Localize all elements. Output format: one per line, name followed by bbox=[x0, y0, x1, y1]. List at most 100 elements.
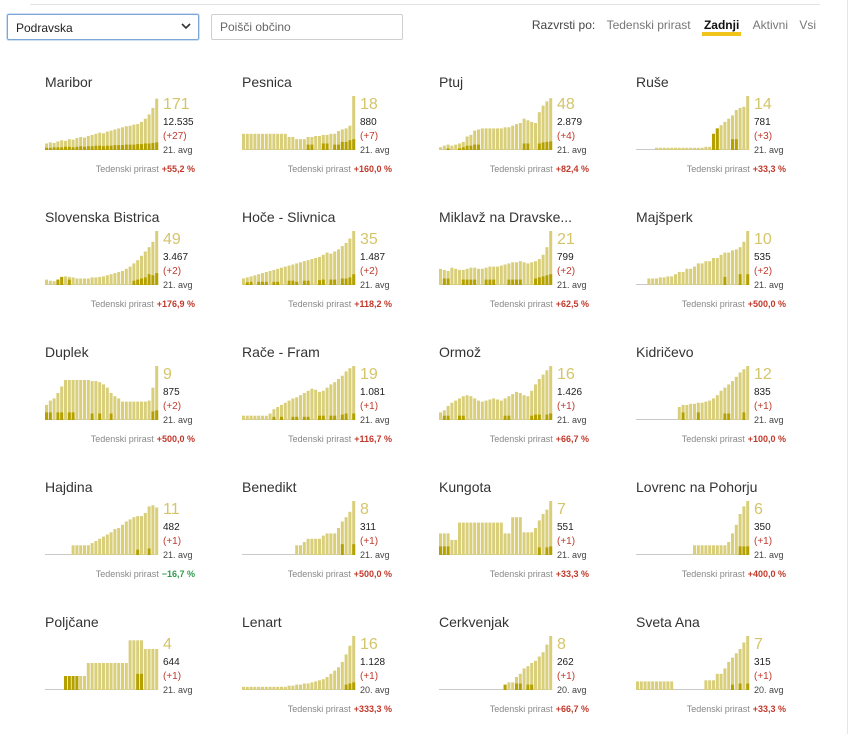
trend-bar-new bbox=[492, 279, 496, 285]
trend-bar bbox=[340, 246, 344, 285]
trend-bar bbox=[666, 147, 670, 150]
trend-bar bbox=[723, 121, 727, 150]
trend-bar bbox=[329, 533, 333, 555]
trend-bar bbox=[731, 657, 734, 690]
trend-bar-new bbox=[348, 683, 352, 690]
trend-bar bbox=[325, 387, 329, 420]
trend-bar bbox=[461, 522, 465, 555]
sort-label: Razvrsti po: bbox=[531, 18, 596, 32]
trend-bar bbox=[340, 661, 344, 690]
trend-bar bbox=[337, 249, 340, 285]
trend-bar bbox=[71, 545, 75, 555]
trend-bar-new bbox=[530, 415, 534, 420]
sort-option-all[interactable]: Vsi bbox=[799, 18, 816, 32]
region-select[interactable]: Podravska bbox=[7, 14, 199, 40]
trend-bar-new bbox=[321, 279, 325, 285]
trend-bar bbox=[662, 277, 666, 285]
trend-bar bbox=[746, 636, 750, 690]
trend-bar bbox=[461, 269, 465, 285]
trend-bar bbox=[143, 649, 147, 690]
trend-bar bbox=[90, 381, 94, 420]
municipality-card[interactable]: Rače - Fram 19 1.081 (+1) 21. avg Tedenski pr… bbox=[242, 344, 422, 456]
municipality-card[interactable]: Kidričevo 12 835 (+1) 21. avg Tedenski priras… bbox=[636, 344, 816, 456]
municipality-card[interactable]: Cerkvenjak 8 262 (+1) 20. avg Tedenski priras… bbox=[439, 614, 619, 726]
trend-bar bbox=[102, 663, 105, 690]
trend-bar bbox=[333, 251, 337, 285]
trend-bar-new bbox=[295, 416, 299, 420]
municipality-card[interactable]: Ptuj 48 2.879 (+4) 21. avg Tedenski prirast +8… bbox=[439, 74, 619, 186]
trend-bar-new bbox=[302, 280, 306, 285]
trend-bar-new bbox=[549, 546, 553, 555]
trend-bar bbox=[488, 399, 492, 420]
sort-option-latest[interactable]: Zadnji bbox=[701, 18, 742, 36]
municipality-card[interactable]: Ruše 14 781 (+3) 21. avg Tedenski prirast +33,… bbox=[636, 74, 816, 186]
weekly-growth: Tedenski prirast +66,7 % bbox=[490, 704, 589, 714]
weekly-growth-label: Tedenski prirast bbox=[288, 299, 352, 309]
latest-count: 8 bbox=[557, 636, 566, 653]
daily-change: (+2) bbox=[557, 266, 576, 277]
municipality-card[interactable]: Ormož 16 1.426 (+1) 21. avg Tedenski prirast +… bbox=[439, 344, 619, 456]
municipality-card[interactable]: Pesnica 18 880 (+7) 21. avg Tedenski prirast +… bbox=[242, 74, 422, 186]
trend-bar bbox=[60, 140, 64, 150]
trend-bar bbox=[295, 397, 299, 420]
trend-bar-new bbox=[140, 278, 143, 285]
trend-bar-new bbox=[56, 412, 60, 420]
municipality-name: Poljčane bbox=[45, 614, 99, 630]
sort-option-active[interactable]: Aktivni bbox=[752, 18, 788, 32]
weekly-growth-label: Tedenski prirast bbox=[95, 569, 159, 579]
trend-bar bbox=[731, 533, 734, 555]
trend-bar bbox=[340, 129, 344, 150]
trend-bar bbox=[113, 663, 117, 690]
trend-bar-new bbox=[48, 412, 52, 420]
municipality-card[interactable]: Sveta Ana 7 315 (+1) 20. avg Tedenski prirast… bbox=[636, 614, 816, 726]
weekly-growth: Tedenski prirast +82,4 % bbox=[490, 164, 589, 174]
weekly-growth: Tedenski prirast +118,2 % bbox=[288, 299, 392, 309]
trend-bar-new bbox=[121, 145, 124, 150]
municipality-card[interactable]: Hoče - Slivnica 35 1.487 (+2) 21. avg Tedensk… bbox=[242, 209, 422, 321]
municipality-card[interactable]: Hajdina 11 482 (+1) 21. avg Tedenski prirast −… bbox=[45, 479, 225, 591]
trend-bar-new bbox=[526, 684, 530, 690]
total-count: 315 bbox=[754, 657, 771, 668]
trend-bar bbox=[117, 663, 121, 690]
municipality-card[interactable]: Poljčane 4 644 (+1) 21. avg bbox=[45, 614, 225, 726]
municipality-card[interactable]: Majšperk 10 535 (+2) 21. avg Tedenski prirast… bbox=[636, 209, 816, 321]
municipality-card[interactable]: Benedikt 8 311 (+1) 21. avg Tedenski prirast +… bbox=[242, 479, 422, 591]
trend-bar-new bbox=[545, 414, 549, 420]
municipality-card[interactable]: Lenart 16 1.128 (+1) 20. avg Tedenski prirast… bbox=[242, 614, 422, 726]
trend-bar bbox=[310, 682, 314, 690]
trend-bar bbox=[136, 401, 140, 420]
trend-bar-new bbox=[337, 144, 340, 150]
trend-bar bbox=[121, 524, 124, 555]
municipality-card[interactable]: Duplek 9 875 (+2) 21. avg Tedenski prirast +50… bbox=[45, 344, 225, 456]
trend-bar bbox=[257, 133, 261, 150]
search-input[interactable] bbox=[211, 14, 403, 40]
trend-bar bbox=[291, 137, 295, 150]
municipality-card[interactable]: Maribor 171 12.535 (+27) 21. avg Tedenski pri… bbox=[45, 74, 225, 186]
trend-bar bbox=[83, 137, 86, 150]
trend-bar bbox=[473, 398, 477, 420]
trend-bar-new bbox=[329, 279, 333, 285]
municipality-name: Slovenska Bistrica bbox=[45, 209, 160, 225]
municipality-card[interactable]: Kungota 7 551 (+1) 21. avg Tedenski prirast +3… bbox=[439, 479, 619, 591]
weekly-growth-label: Tedenski prirast bbox=[681, 434, 745, 444]
municipality-card[interactable]: Miklavž na Dravske... 21 799 (+2) 21. avg Ted… bbox=[439, 209, 619, 321]
trend-bar bbox=[79, 137, 83, 150]
trend-bar bbox=[746, 231, 750, 285]
trend-bar bbox=[94, 277, 98, 285]
trend-bar-new bbox=[465, 279, 469, 285]
sort-option-weekly[interactable]: Tedenski prirast bbox=[606, 18, 691, 32]
trend-bar bbox=[121, 127, 124, 150]
latest-count: 11 bbox=[163, 501, 180, 518]
trend-bar bbox=[488, 522, 492, 555]
trend-bar bbox=[90, 277, 94, 285]
municipality-card[interactable]: Lovrenc na Pohorju 6 350 (+1) 21. avg Tedensk… bbox=[636, 479, 816, 591]
trend-bar bbox=[473, 522, 477, 555]
trend-bar bbox=[140, 255, 143, 285]
municipality-card[interactable]: Slovenska Bistrica 49 3.467 (+2) 21. avg Tede… bbox=[45, 209, 225, 321]
total-count: 781 bbox=[754, 117, 771, 128]
trend-bar-new bbox=[136, 549, 140, 555]
trend-bar bbox=[151, 505, 155, 555]
trend-bar bbox=[348, 368, 352, 420]
trend-bar bbox=[549, 98, 553, 150]
trend-bar bbox=[344, 242, 348, 285]
